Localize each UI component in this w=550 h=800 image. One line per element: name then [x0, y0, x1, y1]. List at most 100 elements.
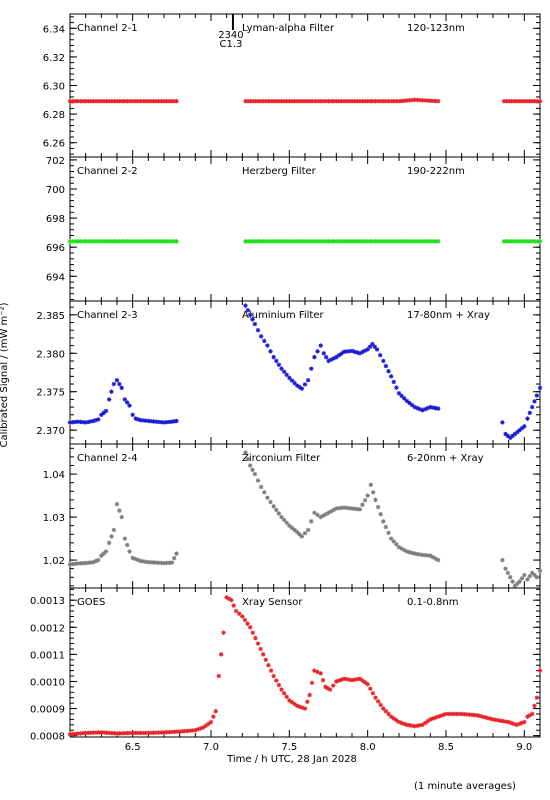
data-point: [101, 410, 106, 416]
panel-4: 1.02 1.03 1.04 Channel 2-4 Zirconium Filter 6…: [43, 443, 543, 589]
channel-name: Channel 2-4: [77, 453, 138, 464]
data-point: [83, 560, 88, 566]
data-point: [422, 720, 428, 726]
data-point: [519, 576, 525, 581]
y-tick-label: 702: [46, 156, 65, 167]
data-point: [281, 691, 287, 696]
data-point: [529, 570, 535, 576]
data-point: [130, 412, 135, 417]
data-point: [99, 730, 104, 735]
data-point: [425, 239, 430, 244]
data-point: [103, 408, 109, 414]
panel-frame: [69, 13, 541, 158]
data-point: [532, 572, 537, 578]
data-point: [515, 429, 520, 435]
x-tick-label: 9.0: [516, 742, 532, 753]
data-point: [73, 561, 78, 566]
data-point: [67, 99, 73, 104]
data-point: [325, 686, 330, 691]
data-point: [300, 99, 305, 104]
chart-panels: 6.26 6.28 6.30 6.32 6.34 Channel 2-1 Lyman-alp…: [30, 13, 543, 743]
data-point: [120, 239, 125, 244]
data-point: [169, 99, 174, 104]
data-point: [294, 529, 300, 535]
y-tick-label: 694: [46, 272, 65, 283]
data-point: [78, 731, 83, 736]
event-label: C1.3: [219, 39, 242, 50]
data-point: [341, 505, 347, 510]
data-point: [321, 99, 326, 104]
data-point: [318, 514, 323, 520]
data-point: [276, 362, 282, 368]
data-point: [428, 553, 433, 558]
data-point: [120, 731, 125, 736]
data-point: [360, 349, 365, 355]
data-point: [511, 99, 517, 104]
data-point: [276, 239, 282, 244]
data-point: [193, 728, 198, 733]
data-point: [125, 730, 130, 736]
data-point: [88, 239, 94, 244]
data-point: [135, 417, 141, 422]
data-point: [527, 99, 532, 104]
data-point: [101, 239, 107, 244]
data-point: [399, 546, 404, 551]
data-point: [360, 678, 365, 683]
y-tick-label: 6.34: [43, 24, 65, 35]
data-point: [161, 420, 167, 425]
data-point: [420, 98, 425, 103]
data-point: [352, 349, 357, 354]
data-point: [336, 239, 342, 244]
data-point: [519, 720, 524, 726]
data-point: [399, 393, 404, 399]
data-point: [525, 714, 530, 719]
data-point: [156, 239, 161, 244]
data-point: [525, 577, 530, 582]
data-point: [318, 239, 323, 244]
data-point: [396, 544, 402, 550]
data-point: [490, 717, 496, 722]
data-point: [504, 99, 509, 104]
data-point: [435, 557, 441, 563]
data-point: [336, 505, 342, 511]
data-point: [253, 239, 258, 244]
data-point: [86, 730, 91, 736]
data-point: [70, 420, 75, 425]
data-point: [347, 677, 352, 682]
data-series: [67, 450, 543, 589]
data-point: [258, 334, 264, 339]
data-point: [221, 630, 226, 635]
data-point: [213, 709, 218, 714]
data-point: [535, 99, 540, 104]
data-point: [138, 730, 143, 736]
data-point: [532, 399, 537, 404]
data-point: [177, 729, 182, 734]
data-point: [428, 239, 433, 244]
data-point: [378, 239, 383, 244]
data-point: [274, 507, 279, 513]
data-point: [138, 99, 143, 104]
y-tick-label: 1.02: [43, 556, 65, 567]
event-label: 2340: [218, 30, 243, 41]
data-point: [302, 706, 308, 711]
data-point: [153, 560, 159, 565]
data-point: [326, 510, 331, 515]
data-point: [169, 239, 174, 244]
data-point: [67, 562, 73, 567]
data-point: [370, 691, 376, 696]
data-point: [164, 560, 169, 566]
data-point: [148, 730, 154, 736]
data-point: [117, 508, 122, 513]
data-point: [370, 239, 376, 244]
data-point: [422, 98, 428, 103]
data-point: [148, 418, 154, 424]
data-point: [522, 572, 527, 578]
data-point: [422, 406, 428, 412]
data-point: [326, 99, 331, 104]
data-point: [156, 99, 161, 104]
data-point: [517, 239, 522, 244]
data-point: [375, 239, 381, 244]
data-point: [323, 99, 329, 104]
data-point: [297, 99, 302, 104]
